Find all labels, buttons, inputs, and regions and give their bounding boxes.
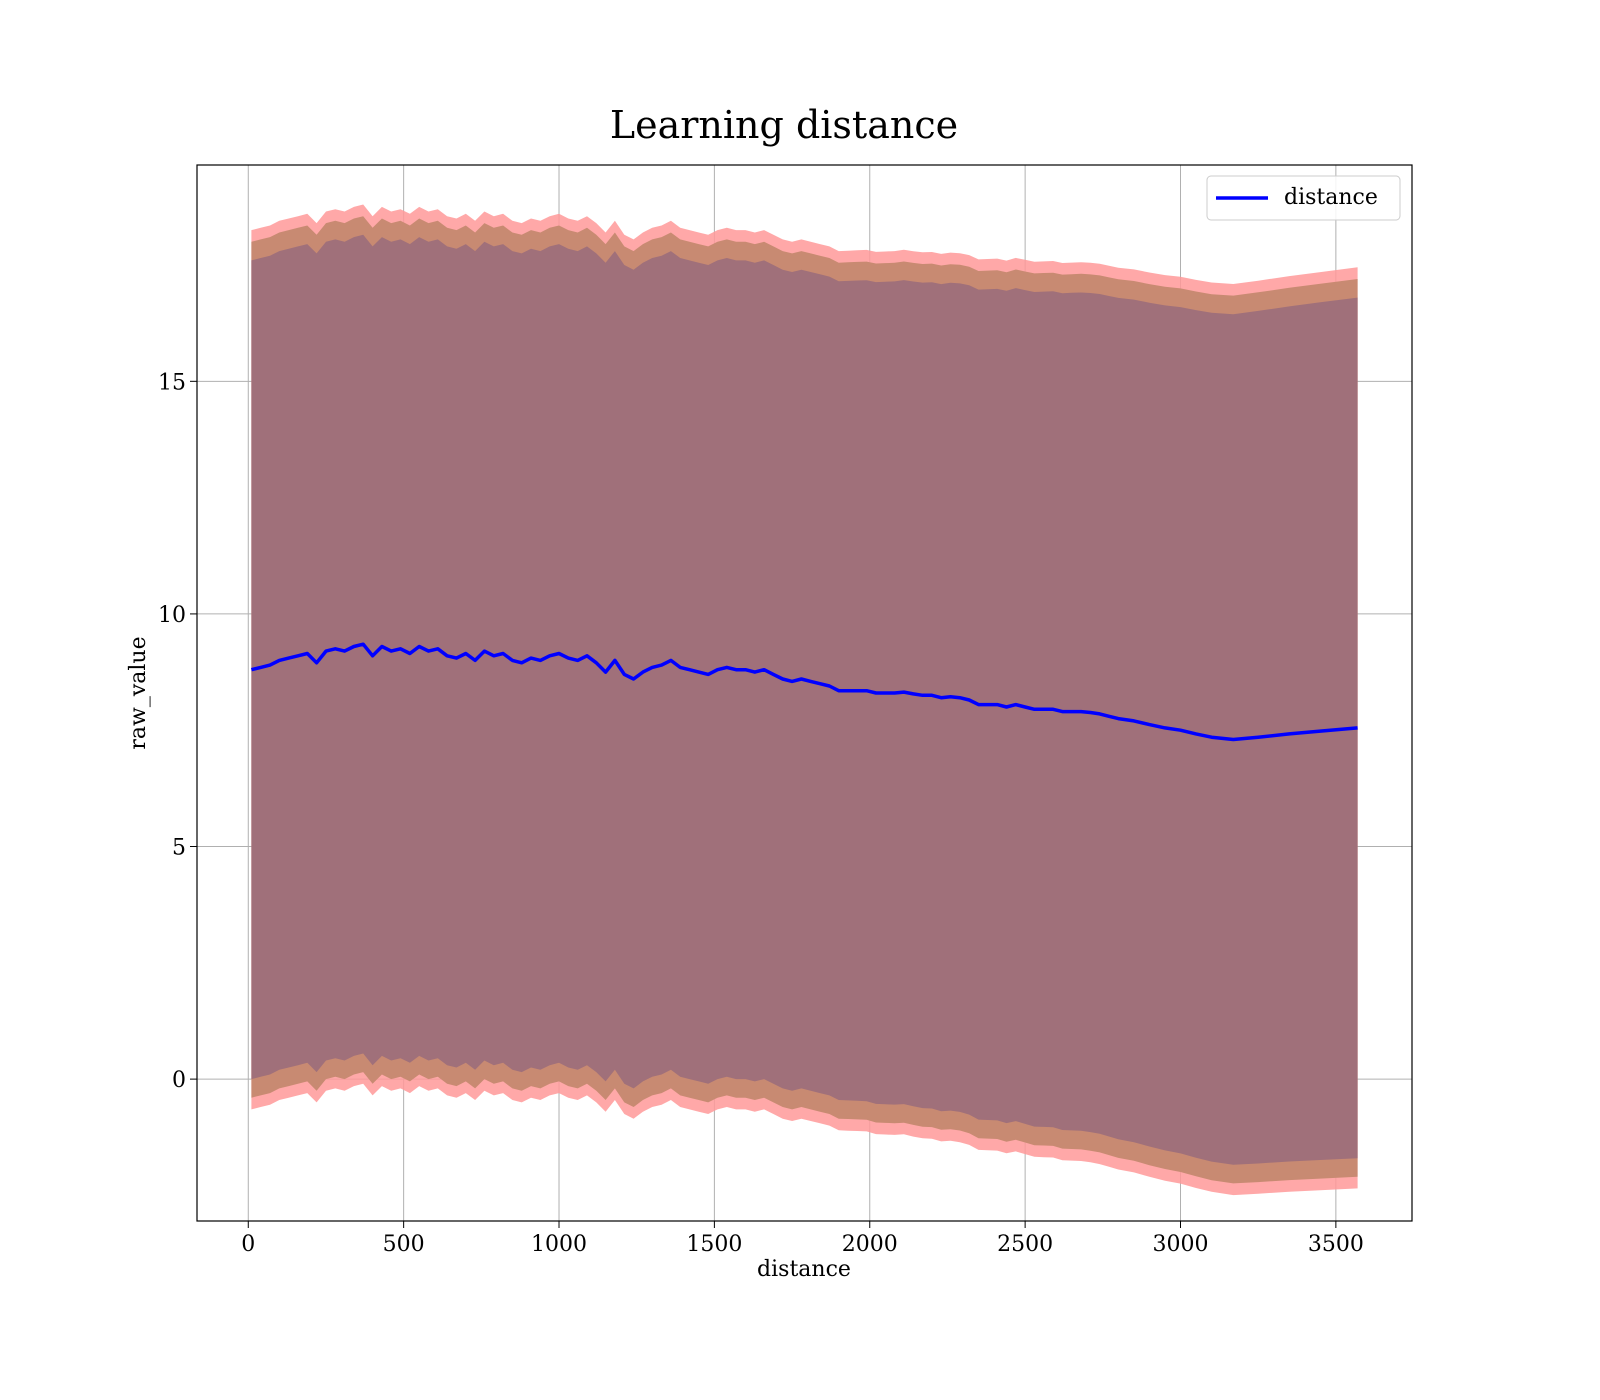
band-inner	[251, 235, 1357, 1165]
x-tick-label-2500: 2500	[997, 1232, 1053, 1257]
y-tick-label-15: 15	[158, 370, 186, 395]
x-tick-label-1000: 1000	[531, 1232, 587, 1257]
legend: distance	[1207, 176, 1400, 220]
x-tick-label-0: 0	[241, 1232, 255, 1257]
x-tick-label-3000: 3000	[1152, 1232, 1208, 1257]
x-tick-label-2000: 2000	[842, 1232, 898, 1257]
x-tick-label-3500: 3500	[1308, 1232, 1364, 1257]
y-axis-label: raw_value	[126, 636, 151, 749]
x-tick-label-500: 500	[383, 1232, 425, 1257]
y-tick-label-10: 10	[158, 603, 186, 628]
learning-distance-chart: Learning distance 0 500 1000 1500 2000 2500 30…	[0, 0, 1600, 1400]
x-axis-label: distance	[757, 1257, 851, 1282]
legend-label-distance: distance	[1284, 185, 1378, 210]
x-tick-label-1500: 1500	[686, 1232, 742, 1257]
y-tick-label-0: 0	[172, 1068, 186, 1093]
y-tick-label-5: 5	[172, 836, 186, 861]
confidence-bands	[251, 205, 1357, 1196]
chart-title: Learning distance	[610, 103, 958, 147]
